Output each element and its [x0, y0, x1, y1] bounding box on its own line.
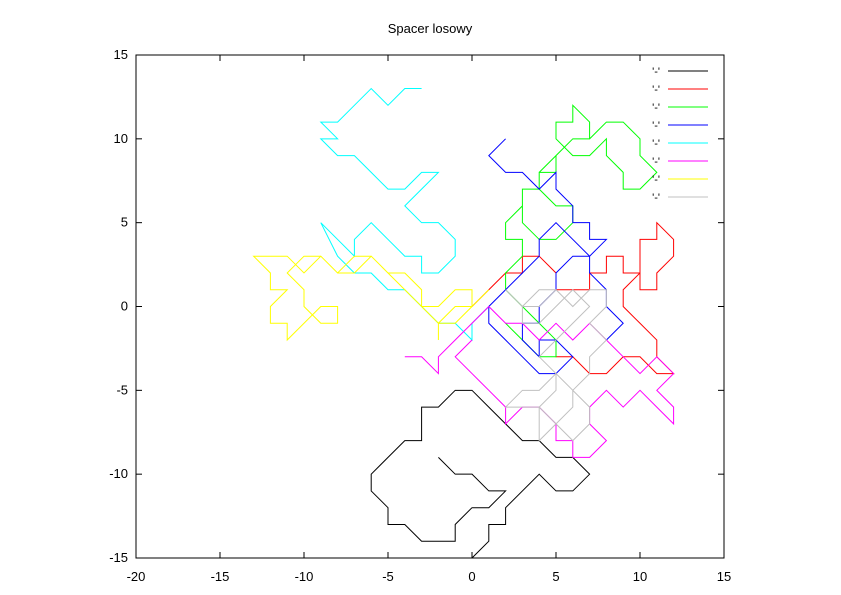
- series-line-7: [252, 255, 490, 342]
- y-tick-label: 10: [114, 131, 128, 146]
- series-line-3: [505, 104, 658, 358]
- series-line-5: [319, 87, 490, 342]
- x-tick-label: 5: [552, 569, 559, 584]
- y-tick-label: 15: [114, 47, 128, 62]
- plot-series: [252, 87, 675, 559]
- x-tick-label: -5: [382, 569, 394, 584]
- y-tick-label: -15: [109, 550, 128, 565]
- legend-label: '-': [652, 84, 660, 96]
- legend: '-' '-' '-' '-' '-' '-' '-' '-': [652, 66, 708, 204]
- legend-label: '-': [652, 102, 660, 114]
- chart-title: Spacer losowy: [388, 21, 473, 36]
- x-tick-label: 10: [633, 569, 647, 584]
- y-tick-label: -5: [116, 382, 128, 397]
- legend-label: '-': [652, 156, 660, 168]
- y-tick-label: -10: [109, 466, 128, 481]
- legend-label: '-': [652, 192, 660, 204]
- y-tick-label: 0: [121, 299, 128, 314]
- x-tick-label: -20: [127, 569, 146, 584]
- series-line-8: [504, 289, 608, 442]
- legend-label: '-': [652, 120, 660, 132]
- y-tick-label: 5: [121, 215, 128, 230]
- legend-label: '-': [652, 66, 660, 78]
- x-tick-label: 15: [717, 569, 731, 584]
- series-line-2: [471, 221, 675, 375]
- x-tick-label: 0: [468, 569, 475, 584]
- axes: -20 -15 -10 -5 0 5 10 15 -15 -10 -5 0 5 10 15: [109, 47, 731, 584]
- x-tick-label: -10: [295, 569, 314, 584]
- series-line-1: [370, 389, 591, 559]
- series-line-4: [488, 138, 624, 375]
- x-tick-label: -15: [211, 569, 230, 584]
- legend-label: '-': [652, 138, 660, 150]
- legend-label: '-': [652, 174, 660, 186]
